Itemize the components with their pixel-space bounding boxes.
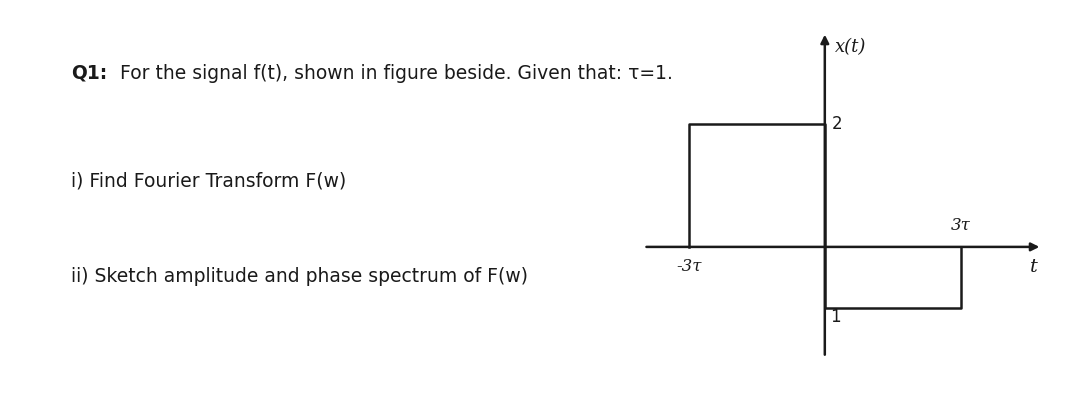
Text: -3τ: -3τ: [676, 258, 702, 275]
Text: Q1:: Q1:: [71, 64, 108, 83]
Text: i) Find Fourier Transform F(w): i) Find Fourier Transform F(w): [71, 171, 347, 190]
Text: x(t): x(t): [835, 38, 866, 56]
Text: 2: 2: [832, 115, 842, 133]
Text: ii) Sketch amplitude and phase spectrum of F(w): ii) Sketch amplitude and phase spectrum …: [71, 267, 528, 286]
Text: 1: 1: [831, 308, 841, 326]
Text: For the signal f(t), shown in figure beside. Given that: τ=1.: For the signal f(t), shown in figure bes…: [114, 64, 673, 83]
Text: 3τ: 3τ: [950, 217, 971, 233]
Text: t: t: [1030, 258, 1038, 276]
